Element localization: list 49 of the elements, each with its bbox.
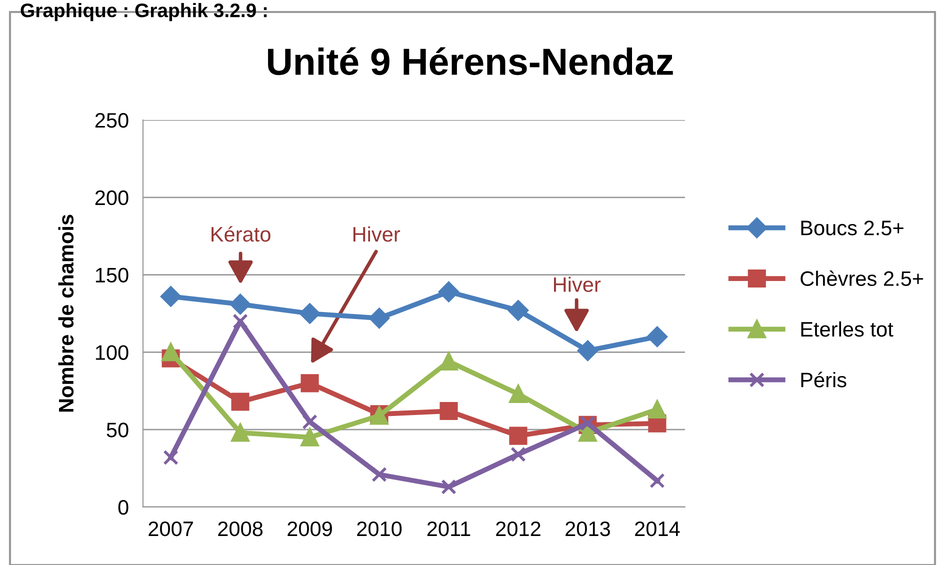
legend-label: Eterles tot bbox=[801, 321, 894, 337]
point bbox=[300, 428, 319, 446]
y-tick-label: 200 bbox=[95, 190, 128, 206]
point bbox=[646, 326, 668, 347]
point bbox=[163, 450, 178, 466]
y-tick-label: 150 bbox=[96, 268, 128, 283]
y-tick-label: 250 bbox=[95, 113, 128, 128]
x-tick-label: 2010 bbox=[357, 521, 402, 536]
legend-label: Péris bbox=[801, 372, 846, 388]
x-tick-label: 2013 bbox=[566, 521, 610, 536]
x-tick-label: 2008 bbox=[218, 521, 263, 536]
point bbox=[230, 294, 251, 314]
point bbox=[509, 384, 528, 404]
x-tick-label: 2011 bbox=[427, 521, 470, 536]
y-tick-label: 50 bbox=[106, 422, 128, 438]
point bbox=[369, 308, 390, 328]
annotation: Kérato bbox=[212, 226, 270, 242]
y-axis-title: Nombre de chamois bbox=[58, 214, 74, 412]
point bbox=[509, 426, 528, 445]
point bbox=[231, 392, 250, 411]
x-tick-label: 2007 bbox=[148, 521, 193, 536]
x-tick-label: 2014 bbox=[635, 521, 680, 536]
point bbox=[302, 414, 318, 430]
point bbox=[300, 374, 319, 392]
point bbox=[162, 343, 180, 362]
point bbox=[232, 314, 248, 329]
legend-label: Boucs 2.5+ bbox=[801, 220, 904, 236]
point bbox=[231, 424, 250, 442]
x-tick-label: 2012 bbox=[496, 521, 540, 536]
point bbox=[372, 466, 387, 482]
point bbox=[648, 400, 666, 419]
y-tick-label: 100 bbox=[96, 345, 128, 360]
point bbox=[650, 473, 665, 488]
annotation: Hiver bbox=[353, 226, 400, 242]
point bbox=[300, 303, 320, 324]
y-tick-label: 0 bbox=[118, 500, 128, 515]
x-tick-label: 2009 bbox=[288, 521, 332, 536]
point bbox=[440, 402, 458, 420]
point bbox=[577, 340, 598, 361]
point bbox=[510, 446, 526, 462]
chart-title: Unité 9 Hérens-Nendaz bbox=[268, 47, 673, 76]
point bbox=[438, 282, 459, 302]
point bbox=[508, 300, 528, 321]
annotation: Hiver bbox=[554, 276, 601, 292]
point bbox=[441, 479, 456, 495]
text: Graphique : Graphik 3.2.9 : bbox=[20, 3, 267, 22]
legend-label: Chèvres 2.5+ bbox=[800, 270, 924, 286]
point bbox=[440, 352, 458, 371]
point bbox=[160, 286, 182, 307]
